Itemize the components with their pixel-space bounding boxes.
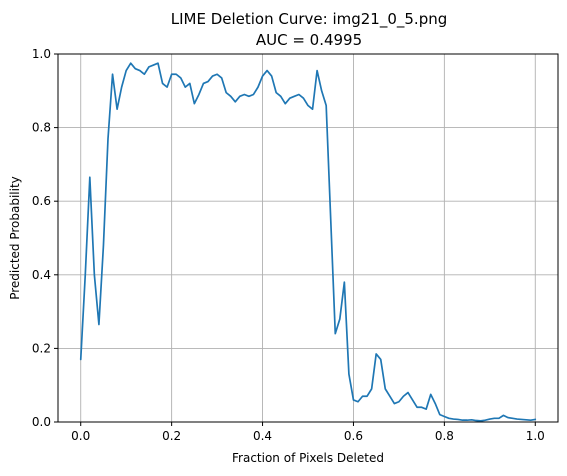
y-tick-label: 0.2 <box>32 341 51 355</box>
x-tick-label: 1.0 <box>526 429 545 443</box>
x-axis-label: Fraction of Pixels Deleted <box>232 451 384 465</box>
plot-frame <box>57 53 559 423</box>
grid <box>58 53 558 423</box>
y-tick-label: 1.0 <box>32 47 51 61</box>
x-tick-label: 0.6 <box>344 429 363 443</box>
plot-background <box>58 54 558 422</box>
x-tick-label: 0.8 <box>435 429 454 443</box>
y-tick-label: 0.6 <box>32 194 51 208</box>
deletion-curve-line <box>79 62 537 422</box>
y-tick-label: 0.8 <box>32 121 51 135</box>
plot-area: 0.0 0.2 0.4 0.6 0.8 1.0 0.0 0.2 0.4 0.6 0.8 1.0 <box>32 47 559 443</box>
x-tick-label: 0.0 <box>71 429 90 443</box>
x-tick-label: 0.4 <box>253 429 272 443</box>
series-group <box>79 62 537 422</box>
y-axis-label: Predicted Probability <box>8 176 22 300</box>
y-tick-label: 0.0 <box>32 415 51 429</box>
chart-subtitle: AUC = 0.4995 <box>256 31 362 49</box>
y-axis: 0.0 0.2 0.4 0.6 0.8 1.0 <box>32 47 58 429</box>
x-axis: 0.0 0.2 0.4 0.6 0.8 1.0 <box>71 422 545 443</box>
x-tick-label: 0.2 <box>162 429 181 443</box>
y-tick-label: 0.4 <box>32 268 51 282</box>
chart-title: LIME Deletion Curve: img21_0_5.png <box>171 10 448 29</box>
